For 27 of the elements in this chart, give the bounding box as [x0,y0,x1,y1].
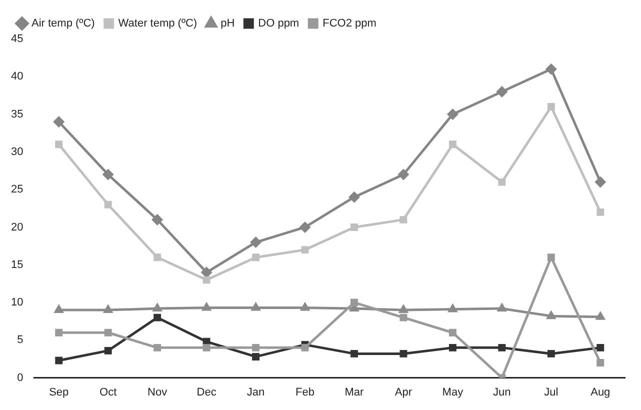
legend-label: Water temp (ºC) [118,18,198,30]
legend-label: Air temp (ºC) [32,18,95,30]
y-tick-label: 10 [10,296,24,309]
x-tick-label: Jun [493,386,511,398]
y-tick-label: 30 [10,146,24,158]
y-tick-label: 40 [10,70,24,83]
legend-label: FCO2 ppm [322,18,376,30]
x-tick-label: Sep [49,386,69,398]
x-tick-label: Jul [544,386,558,398]
legend-label: DO ppm [258,18,300,30]
y-tick-label: 25 [10,184,24,196]
legend-label: pH [220,18,235,30]
x-tick-label: Nov [148,386,168,398]
x-tick-label: Apr [394,386,412,398]
x-tick-label: Aug [590,386,610,398]
x-tick-label: Mar [344,386,364,398]
y-tick-label: 15 [10,258,24,271]
y-tick-label: 5 [17,334,24,346]
y-tick-label: 45 [10,33,24,46]
y-tick-label: 35 [10,108,24,120]
x-tick-label: May [442,386,464,398]
x-tick-label: Feb [296,386,314,398]
x-tick-label: Dec [196,386,217,398]
x-tick-label: Jan [246,386,265,398]
y-tick-label: 20 [10,221,24,234]
y-tick-label: 0 [17,372,24,384]
x-tick-label: Oct [100,386,117,398]
